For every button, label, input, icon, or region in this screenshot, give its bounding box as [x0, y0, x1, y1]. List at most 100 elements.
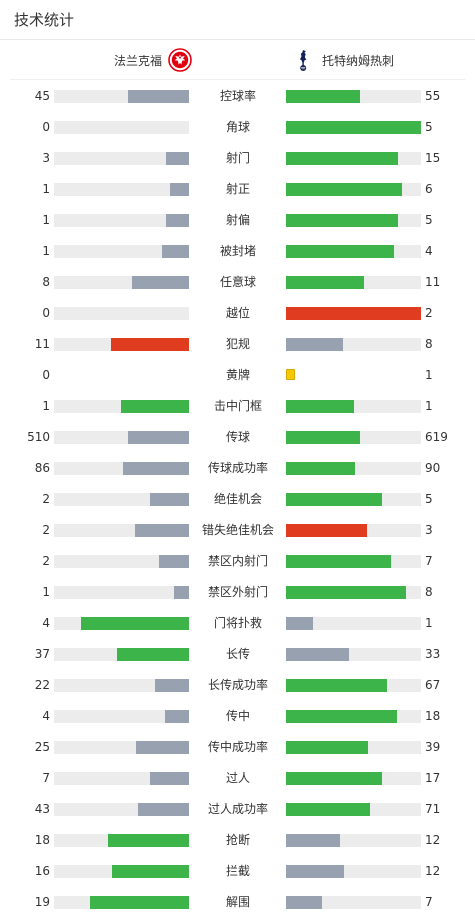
stat-label: 过人成功率 [207, 801, 268, 816]
home-bar-track [54, 430, 189, 444]
home-value: 0 [42, 305, 50, 320]
home-bar-fill [136, 740, 189, 754]
stat-label: 过人 [225, 770, 250, 785]
away-value: 7 [425, 553, 433, 568]
home-bar-fill [166, 151, 189, 165]
home-bar-track [54, 647, 189, 661]
away-value: 15 [425, 150, 441, 165]
away-bar-track [286, 275, 421, 289]
home-value: 18 [34, 832, 50, 847]
stat-row: 4 传中 18 [0, 701, 475, 732]
home-bar-track [54, 244, 189, 258]
away-bar-fill [286, 895, 322, 909]
stat-label: 任意球 [219, 274, 256, 289]
away-value: 18 [425, 708, 441, 723]
home-value: 1 [42, 243, 50, 258]
away-bar-fill [286, 616, 313, 630]
away-value: 12 [425, 863, 441, 878]
stat-row: 45 控球率 55 [0, 81, 475, 112]
home-bar-track [54, 151, 189, 165]
stat-label: 抢断 [225, 832, 250, 847]
home-value: 2 [42, 553, 50, 568]
home-bar-fill [159, 554, 189, 568]
home-value: 11 [34, 336, 50, 351]
home-bar-fill [108, 833, 189, 847]
home-value: 0 [42, 367, 50, 382]
stat-label: 拦截 [225, 863, 250, 878]
home-bar-track [54, 616, 189, 630]
away-bar-fill [286, 244, 394, 258]
stat-label: 犯规 [225, 336, 250, 351]
stat-row: 3 射门 15 [0, 143, 475, 174]
home-value: 7 [42, 770, 50, 785]
home-bar-fill [117, 647, 189, 661]
home-value: 25 [34, 739, 50, 754]
home-bar-track [54, 895, 189, 909]
stat-row: 1 射偏 5 [0, 205, 475, 236]
home-value: 510 [27, 429, 50, 444]
home-team[interactable]: 法兰克福 [114, 40, 192, 80]
away-team[interactable]: 托特纳姆热刺 [292, 40, 394, 80]
home-value: 19 [34, 894, 50, 909]
away-bar-track [286, 740, 421, 754]
away-bar-track [286, 895, 421, 909]
stat-row: 2 绝佳机会 5 [0, 484, 475, 515]
home-bar-fill [111, 337, 189, 351]
stat-label: 长传成功率 [207, 677, 268, 692]
away-value: 6 [425, 181, 433, 196]
stat-row: 16 拦截 12 [0, 856, 475, 887]
home-value: 1 [42, 181, 50, 196]
stat-label: 传中成功率 [207, 739, 268, 754]
stat-label: 角球 [225, 119, 250, 134]
stat-row: 25 传中成功率 39 [0, 732, 475, 763]
home-value: 4 [42, 615, 50, 630]
home-bar-track [54, 492, 189, 506]
stat-row: 37 长传 33 [0, 639, 475, 670]
away-bar-track [286, 554, 421, 568]
home-bar-track [54, 182, 189, 196]
home-bar-track [54, 771, 189, 785]
away-bar-track [286, 647, 421, 661]
away-value: 5 [425, 212, 433, 227]
stat-label: 错失绝佳机会 [201, 522, 274, 537]
away-bar-fill [286, 151, 398, 165]
away-value: 8 [425, 336, 433, 351]
stat-label: 黄牌 [225, 367, 250, 382]
eintracht-frankfurt-eagle-icon [168, 48, 192, 72]
away-value: 4 [425, 243, 433, 258]
home-bar-fill [128, 430, 189, 444]
home-bar-track [54, 306, 189, 320]
stat-label: 绝佳机会 [213, 491, 262, 506]
away-bar-track [286, 864, 421, 878]
stat-row: 1 射正 6 [0, 174, 475, 205]
stat-label: 解围 [225, 894, 250, 909]
home-value: 22 [34, 677, 50, 692]
away-bar-fill [286, 461, 355, 475]
home-bar-track [54, 585, 189, 599]
home-value: 86 [34, 460, 50, 475]
stat-label: 控球率 [219, 88, 256, 103]
away-bar-fill [286, 399, 354, 413]
away-bar-fill [286, 337, 343, 351]
stat-row: 0 角球 5 [0, 112, 475, 143]
away-bar-track [286, 678, 421, 692]
stat-label: 越位 [225, 305, 250, 320]
away-value: 7 [425, 894, 433, 909]
stat-label: 射正 [225, 181, 250, 196]
stat-label: 传球成功率 [207, 460, 268, 475]
stat-row: 11 犯规 8 [0, 329, 475, 360]
home-value: 0 [42, 119, 50, 134]
home-bar-track [54, 864, 189, 878]
away-value: 90 [425, 460, 441, 475]
home-value: 43 [34, 801, 50, 816]
away-value: 5 [425, 491, 433, 506]
home-bar-track [54, 740, 189, 754]
away-value: 67 [425, 677, 441, 692]
home-bar-fill [166, 213, 189, 227]
home-bar-fill [121, 399, 189, 413]
away-bar-fill [286, 182, 402, 196]
stat-row: 19 解围 7 [0, 887, 475, 918]
home-value: 45 [34, 88, 50, 103]
away-bar-track [286, 492, 421, 506]
away-bar-fill [286, 740, 368, 754]
